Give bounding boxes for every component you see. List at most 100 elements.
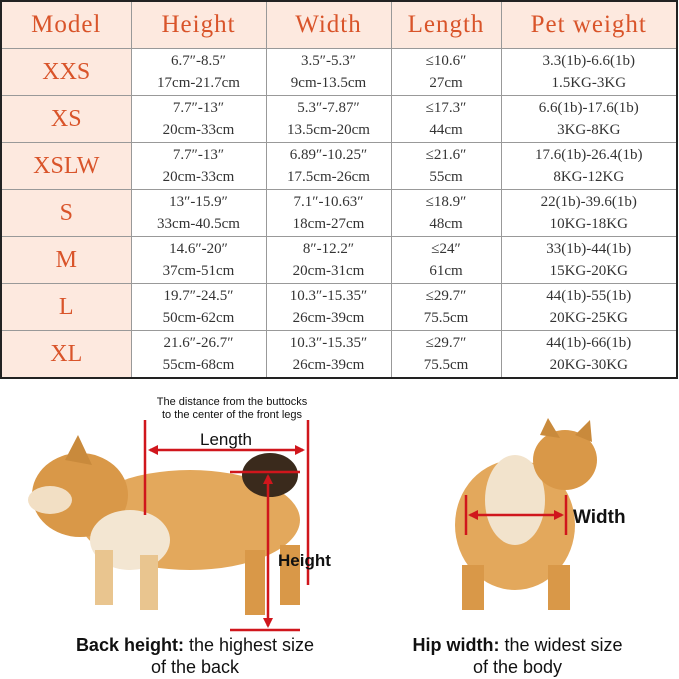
height-metric: 20cm-33cm [162, 122, 235, 138]
height-cell: 14.6″-20″ 37cm-51cm [130, 236, 267, 284]
width-imperial: 10.3″-15.35″ [289, 335, 368, 351]
height-metric: 17cm-21.7cm [157, 75, 240, 91]
width-cell: 10.3″-15.35″ 26cm-39cm [265, 283, 392, 331]
weight-imperial: 6.6(1b)-17.6(1b) [538, 100, 639, 116]
length-note: The distance from the buttocks to the ce… [132, 396, 332, 422]
table-row: M 14.6″-20″ 37cm-51cm 8″-12.2″ 20cm-31cm ≤24″… [0, 236, 678, 284]
back-height-caption: Back height: the highest size of the bac… [55, 634, 335, 678]
size-table: Model Height Width Length Pet weight XXS 6.7″… [0, 0, 678, 379]
height-imperial: 19.7″-24.5″ [163, 288, 234, 304]
width-imperial: 7.1″-10.63″ [293, 194, 364, 210]
height-metric: 55cm-68cm [162, 357, 235, 373]
weight-imperial: 17.6(1b)-26.4(1b) [535, 147, 643, 163]
hip-width-caption-line2: of the body [472, 657, 563, 677]
table-row: S 13″-15.9″ 33cm-40.5cm 7.1″-10.63″ 18cm-27c… [0, 189, 678, 237]
weight-metric: 8KG-12KG [553, 169, 625, 185]
length-imperial: ≤24″ [431, 241, 461, 257]
length-cell: ≤17.3″ 44cm [390, 95, 502, 143]
column-header: Width [265, 0, 392, 49]
length-metric: 75.5cm [423, 357, 469, 373]
table-row: L 19.7″-24.5″ 50cm-62cm 10.3″-15.35″ 26cm-39… [0, 283, 678, 331]
column-header: Length [390, 0, 502, 49]
length-imperial: ≤29.7″ [425, 335, 467, 351]
height-label: Height [278, 551, 331, 570]
table-row: XS 7.7″-13″ 20cm-33cm 5.3″-7.87″ 13.5cm-20cm… [0, 95, 678, 143]
length-note-line1: The distance from the buttocks [156, 396, 308, 408]
weight-imperial: 3.3(1b)-6.6(1b) [542, 53, 635, 69]
model-cell: XS [0, 95, 132, 143]
length-imperial: ≤10.6″ [425, 53, 467, 69]
length-metric: 75.5cm [423, 310, 469, 326]
weight-cell: 3.3(1b)-6.6(1b) 1.5KG-3KG [500, 48, 678, 96]
model-cell: L [0, 283, 132, 331]
table-row: XXS 6.7″-8.5″ 17cm-21.7cm 3.5″-5.3″ 9cm-13.5… [0, 48, 678, 96]
weight-cell: 22(1b)-39.6(1b) 10KG-18KG [500, 189, 678, 237]
back-height-caption-line2: of the back [150, 657, 240, 677]
hip-width-caption-line1: the widest size [499, 635, 623, 655]
weight-cell: 33(1b)-44(1b) 15KG-20KG [500, 236, 678, 284]
side-dog-image [28, 435, 300, 615]
width-metric: 9cm-13.5cm [290, 75, 367, 91]
length-metric: 55cm [429, 169, 463, 185]
height-cell: 21.6″-26.7″ 55cm-68cm [130, 330, 267, 379]
weight-metric: 20KG-25KG [549, 310, 628, 326]
width-metric: 13.5cm-20cm [287, 122, 370, 138]
height-cell: 6.7″-8.5″ 17cm-21.7cm [130, 48, 267, 96]
height-imperial: 14.6″-20″ [169, 241, 228, 257]
weight-imperial: 22(1b)-39.6(1b) [540, 194, 637, 210]
weight-cell: 6.6(1b)-17.6(1b) 3KG-8KG [500, 95, 678, 143]
model-cell: XXS [0, 48, 132, 96]
hip-width-caption: Hip width: the widest size of the body [395, 634, 640, 678]
height-metric: 50cm-62cm [162, 310, 235, 326]
weight-cell: 17.6(1b)-26.4(1b) 8KG-12KG [500, 142, 678, 190]
width-imperial: 5.3″-7.87″ [297, 100, 360, 116]
width-cell: 7.1″-10.63″ 18cm-27cm [265, 189, 392, 237]
width-cell: 6.89″-10.25″ 17.5cm-26cm [265, 142, 392, 190]
width-imperial: 10.3″-15.35″ [289, 288, 368, 304]
length-imperial: ≤17.3″ [425, 100, 467, 116]
column-header: Model [0, 0, 132, 49]
height-imperial: 13″-15.9″ [169, 194, 228, 210]
length-cell: ≤10.6″ 27cm [390, 48, 502, 96]
height-imperial: 7.7″-13″ [172, 147, 225, 163]
length-cell: ≤18.9″ 48cm [390, 189, 502, 237]
length-imperial: ≤29.7″ [425, 288, 467, 304]
dog-illustrations [28, 418, 597, 632]
height-imperial: 6.7″-8.5″ [171, 53, 226, 69]
table-row: XL 21.6″-26.7″ 55cm-68cm 10.3″-15.35″ 26cm-3… [0, 330, 678, 379]
model-cell: M [0, 236, 132, 284]
length-metric: 27cm [429, 75, 463, 91]
width-cell: 10.3″-15.35″ 26cm-39cm [265, 330, 392, 379]
length-cell: ≤29.7″ 75.5cm [390, 330, 502, 379]
weight-cell: 44(1b)-55(1b) 20KG-25KG [500, 283, 678, 331]
length-imperial: ≤21.6″ [425, 147, 467, 163]
length-metric: 61cm [429, 263, 463, 279]
length-note-line2: to the center of the front legs [161, 409, 303, 421]
model-cell: XSLW [0, 142, 132, 190]
weight-metric: 10KG-18KG [549, 216, 628, 232]
model-cell: XL [0, 330, 132, 379]
weight-metric: 1.5KG-3KG [551, 75, 627, 91]
weight-imperial: 44(1b)-55(1b) [546, 288, 632, 304]
width-label: Width [573, 507, 626, 528]
width-cell: 5.3″-7.87″ 13.5cm-20cm [265, 95, 392, 143]
width-imperial: 8″-12.2″ [302, 241, 355, 257]
width-imperial: 6.89″-10.25″ [289, 147, 368, 163]
length-metric: 44cm [429, 122, 463, 138]
height-cell: 13″-15.9″ 33cm-40.5cm [130, 189, 267, 237]
length-label: Length [200, 430, 252, 449]
weight-metric: 3KG-8KG [557, 122, 621, 138]
height-metric: 33cm-40.5cm [157, 216, 240, 232]
width-metric: 20cm-31cm [292, 263, 365, 279]
hip-width-caption-bold: Hip width: [412, 635, 500, 655]
width-metric: 18cm-27cm [292, 216, 365, 232]
column-header: Pet weight [500, 0, 678, 49]
width-cell: 8″-12.2″ 20cm-31cm [265, 236, 392, 284]
width-imperial: 3.5″-5.3″ [301, 53, 356, 69]
back-height-caption-line1: the highest size [183, 635, 315, 655]
height-metric: 37cm-51cm [162, 263, 235, 279]
length-metric: 48cm [429, 216, 463, 232]
height-cell: 7.7″-13″ 20cm-33cm [130, 142, 267, 190]
height-metric: 20cm-33cm [162, 169, 235, 185]
